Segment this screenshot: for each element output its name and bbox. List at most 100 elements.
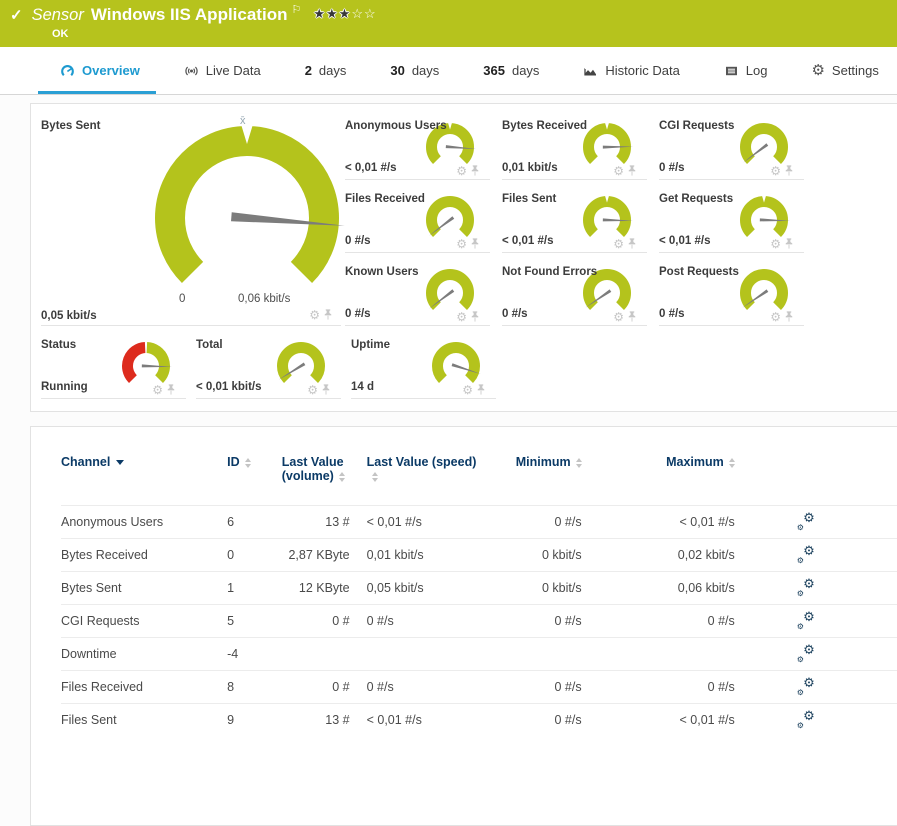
star-empty-icon[interactable]: ☆ [351, 6, 364, 21]
gauge-cell-known-users[interactable]: Known Users 0 #/s ⚙ [345, 264, 490, 326]
channel-settings-icon[interactable]: ⚙ ⚙ [796, 642, 815, 664]
star-filled-icon[interactable]: ★ [313, 6, 326, 21]
sort-icon [367, 471, 378, 482]
tab-settings[interactable]: ⚙ Settings [809, 47, 880, 94]
cell-last-value-speed: 0 #/s [366, 614, 394, 628]
column-header-last-value-volume[interactable]: Last Value (volume) [282, 455, 350, 506]
total-gauge-svg [277, 342, 325, 383]
gauge-label: CGI Requests [659, 120, 735, 132]
star-empty-icon[interactable]: ☆ [363, 6, 377, 21]
pin-icon-glyph [785, 165, 793, 176]
gauge-cell-not-found-errors[interactable]: Not Found Errors 0 #/s ⚙ [502, 264, 647, 326]
tab-30-days[interactable]: 30 days [388, 47, 441, 94]
pin-icon[interactable] [476, 383, 486, 396]
column-header-maximum[interactable]: Maximum [582, 455, 735, 506]
tab-2-days[interactable]: 2 days [303, 47, 349, 94]
channel-settings-icon[interactable]: ⚙ ⚙ [796, 675, 815, 697]
column-label: Last Value (volume) [281, 455, 344, 483]
column-header-last-value-speed[interactable]: Last Value (speed) [350, 455, 479, 506]
pin-icon-glyph [628, 238, 636, 249]
column-label: Channel [61, 455, 111, 469]
gauge-cell-anonymous-users[interactable]: Anonymous Users < 0,01 #/s ⚙ [345, 118, 490, 180]
gauge-cell-status[interactable]: Status Running ⚙ [41, 337, 186, 399]
gauge-cell-icons: ⚙ [456, 237, 480, 250]
cell-maximum: < 0,01 #/s [679, 515, 735, 529]
bytes-received-gauge-svg [583, 122, 633, 164]
gauge-value: 0,01 kbit/s [502, 162, 558, 174]
channel-settings-icon[interactable]: ⚙ ⚙ [796, 510, 815, 532]
pin-icon-glyph [322, 384, 330, 395]
gauge-cell-files-received[interactable]: Files Received 0 #/s ⚙ [345, 191, 490, 253]
gauge-cell-bytes-received[interactable]: Bytes Received 0,01 kbit/s ⚙ [502, 118, 647, 180]
star-filled-icon[interactable]: ★ [326, 6, 339, 21]
pin-icon[interactable] [470, 164, 480, 177]
gear-icon[interactable]: ⚙ [613, 237, 624, 251]
gauge-cell-bytes-sent[interactable]: Bytes Sent x̄ 0 0,06 kbit/s 0,05 kbit/s … [41, 115, 345, 326]
gear-icon[interactable]: ⚙ [456, 164, 467, 178]
gauge-label: Bytes Received [502, 120, 588, 132]
gauge-cell-post-requests[interactable]: Post Requests 0 #/s ⚙ [659, 264, 804, 326]
gear-icon[interactable]: ⚙ [152, 383, 163, 397]
gauge-cell-uptime[interactable]: Uptime 14 d ⚙ [351, 337, 496, 399]
priority-stars[interactable]: ★★★☆☆ [313, 6, 376, 22]
pin-icon[interactable] [166, 383, 176, 396]
cell-maximum: 0,02 kbit/s [677, 548, 735, 562]
tab-historic-data[interactable]: Historic Data [581, 47, 681, 94]
pin-icon[interactable] [784, 164, 794, 177]
cell-maximum: 0 #/s [707, 680, 735, 694]
pin-icon[interactable] [470, 310, 480, 323]
gauge-cell-icons: ⚙ [770, 310, 794, 323]
gear-icon[interactable]: ⚙ [613, 310, 624, 324]
anonymous-users-gauge-svg [426, 122, 476, 164]
channel-settings-icon[interactable]: ⚙ ⚙ [796, 576, 815, 598]
cell-id: 0 [227, 548, 235, 562]
column-header-channel[interactable]: Channel [61, 455, 227, 506]
flag-icon[interactable]: ⚐ [291, 4, 302, 16]
pin-icon[interactable] [470, 237, 480, 250]
gear-icon[interactable]: ⚙ [770, 237, 781, 251]
pin-icon[interactable] [784, 310, 794, 323]
gauge-cell-cgi-requests[interactable]: CGI Requests 0 #/s ⚙ [659, 118, 804, 180]
pin-icon[interactable] [627, 164, 637, 177]
log-icon [724, 64, 739, 78]
historic-data-icon [583, 64, 598, 78]
gauges-bottom-row: Status Running ⚙ Total < 0,01 kbit/s ⚙ Uptime 1… [41, 337, 897, 399]
gauge-label: Bytes Sent [41, 120, 101, 132]
pin-icon[interactable] [627, 310, 637, 323]
gear-icon[interactable]: ⚙ [456, 237, 467, 251]
gear-icon[interactable]: ⚙ [770, 164, 781, 178]
gear-icon[interactable]: ⚙ [462, 383, 473, 397]
gauge-value: 0 #/s [345, 308, 371, 320]
pin-icon[interactable] [784, 237, 794, 250]
pin-icon[interactable] [627, 237, 637, 250]
gauge-cell-total[interactable]: Total < 0,01 kbit/s ⚙ [196, 337, 341, 399]
cell-minimum: 0 #/s [554, 614, 582, 628]
pin-icon-glyph [471, 165, 479, 176]
gauge-scale-max: 0,06 kbit/s [238, 293, 291, 305]
channel-settings-icon[interactable]: ⚙ ⚙ [796, 708, 815, 730]
column-header-id[interactable]: ID [227, 455, 282, 506]
gear-icon[interactable]: ⚙ [613, 164, 624, 178]
gauge-label: Files Sent [502, 193, 557, 205]
gear-icon[interactable]: ⚙ [770, 310, 781, 324]
column-header-minimum[interactable]: Minimum [479, 455, 582, 506]
star-filled-icon[interactable]: ★ [338, 6, 352, 21]
tab-365-days[interactable]: 365 days [481, 47, 541, 94]
gear-icon[interactable]: ⚙ [309, 308, 320, 322]
tab-log[interactable]: Log [722, 47, 770, 94]
files-received-gauge-svg [426, 196, 474, 237]
tab-live-data[interactable]: Live Data [182, 47, 263, 94]
gauge-cell-get-requests[interactable]: Get Requests < 0,01 #/s ⚙ [659, 191, 804, 253]
cell-last-value-volume: 0 # [332, 614, 350, 628]
status-check-icon: ✓ [10, 7, 23, 24]
channel-settings-icon[interactable]: ⚙ ⚙ [796, 543, 815, 565]
gear-icon[interactable]: ⚙ [456, 310, 467, 324]
tab-overview[interactable]: Overview [38, 47, 156, 94]
cell-id: -4 [227, 647, 239, 661]
gauge-cell-files-sent[interactable]: Files Sent < 0,01 #/s ⚙ [502, 191, 647, 253]
pin-icon[interactable] [323, 308, 333, 321]
channel-settings-icon[interactable]: ⚙ ⚙ [796, 609, 815, 631]
gear-icon[interactable]: ⚙ [307, 383, 318, 397]
tab-label: Historic Data [605, 63, 680, 78]
pin-icon[interactable] [321, 383, 331, 396]
